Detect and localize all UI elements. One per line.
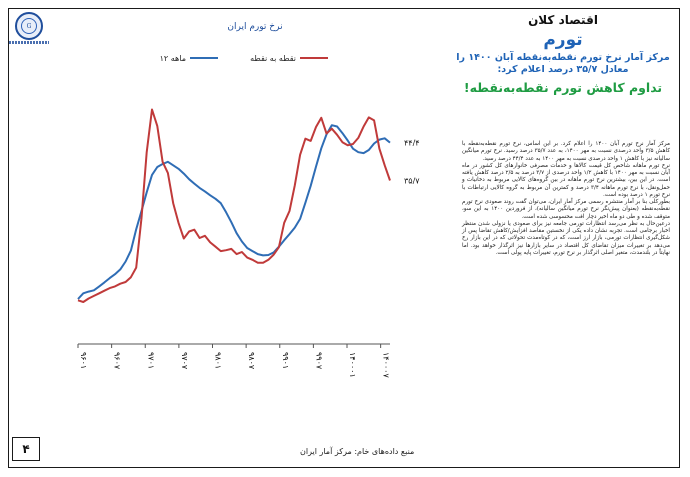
x-tick-label: ۱۴۰۰۰۷ [382, 352, 391, 378]
logo-mark: G [21, 18, 37, 34]
page-frame [8, 8, 680, 468]
section-title: اقتصاد کلان [528, 13, 598, 27]
x-tick-label: ۹۹۰۷ [314, 352, 323, 370]
x-tick-label: ۹۶۰۱ [79, 352, 88, 369]
inflation-chart: نقطه به نقطه ۱۲ ماهه ۴۴/۴ ۳۵/۷ ۹۶۰۱ ۹۶۰۷ ۹۷۰۱ ۹… [77, 54, 420, 378]
series-line-0 [77, 124, 391, 300]
paragraph: نرخ تورم ماهانه شاخص کل قیمت کالاها و خد… [462, 162, 670, 198]
x-tick-label: ۹۸۰۷ [247, 352, 256, 370]
data-source: منبع داده‌های خام: مرکز آمار ایران [300, 447, 415, 456]
end-label-1: ۳۵/۷ [404, 177, 420, 186]
legend-label-0: ۱۲ ماهه [160, 54, 186, 63]
logo: G [15, 12, 43, 40]
topic-title: تورم [543, 30, 583, 50]
article-body: مرکز آمار نرخ تورم آبان ۱۴۰۰ را اعلام کر… [462, 141, 670, 257]
logo-text: G [26, 22, 32, 30]
legend-label-1: نقطه به نقطه [250, 54, 296, 63]
chart-title: نرخ تورم ایران [227, 22, 283, 32]
paragraph: بطورکلی بنا بر آمار منتشره رسمی مرکز آما… [462, 199, 670, 220]
x-tick-label: ۹۷۰۱ [146, 352, 155, 369]
page-number: ۴ [12, 437, 40, 461]
series-line-1 [77, 108, 391, 303]
header-block: اقتصاد کلان تورم مرکز آمار نرخ تورم نقطه… [452, 12, 674, 95]
paragraph: درعین‌حال به نظر می‌رسد انتظارات تورمی ج… [462, 220, 670, 256]
paragraph: مرکز آمار نرخ تورم آبان ۱۴۰۰ را اعلام کر… [462, 141, 670, 162]
x-tick-label: ۹۷۰۷ [180, 352, 189, 370]
logo-caption [9, 41, 49, 44]
x-tick-label: ۹۹۰۱ [281, 352, 290, 369]
end-label-0: ۴۴/۴ [404, 139, 420, 148]
x-tick-label: ۹۸۰۱ [214, 352, 223, 369]
x-tick-label: ۹۶۰۷ [113, 352, 122, 370]
subtitle: مرکز آمار نرخ تورم نقطه‌به‌نقطه آبان ۱۴۰… [456, 52, 670, 75]
headline: تداوم کاهش تورم نقطه‌به‌نقطه! [463, 80, 663, 95]
x-tick-label: ۱۴۰۰۰۱ [348, 352, 357, 378]
